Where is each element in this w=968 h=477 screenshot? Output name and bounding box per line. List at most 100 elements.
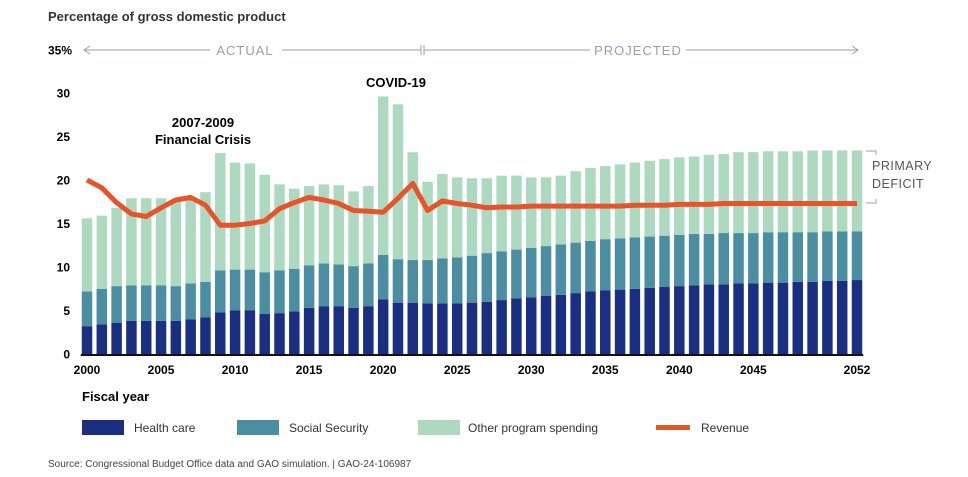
- bar-health-care: [629, 288, 641, 354]
- bar-other-program-spending: [244, 163, 256, 270]
- bar-social-security: [822, 231, 833, 281]
- bar-social-security: [777, 232, 789, 283]
- deficit-bracket: [866, 150, 877, 204]
- bar-other-program-spending: [807, 150, 818, 233]
- bar-social-security: [377, 254, 389, 300]
- bar-health-care: [748, 283, 759, 354]
- bar-other-program-spending: [348, 191, 359, 267]
- bar-other-program-spending: [451, 177, 463, 258]
- chart-title: Percentage of gross domestic product: [48, 9, 286, 24]
- bar-health-care: [525, 297, 537, 354]
- bar-social-security: [762, 232, 774, 283]
- bar-social-security: [96, 288, 108, 325]
- bar-social-security: [451, 257, 463, 304]
- bar-other-program-spending: [422, 181, 433, 261]
- bar-other-program-spending: [318, 184, 330, 264]
- bar-other-program-spending: [718, 153, 729, 234]
- bar-social-security: [170, 286, 182, 321]
- bar-social-security: [703, 233, 715, 285]
- bar-social-security: [481, 253, 493, 302]
- bar-health-care: [659, 287, 670, 354]
- bar-other-program-spending: [511, 175, 522, 250]
- bar-other-program-spending: [303, 186, 315, 266]
- bar-health-care: [644, 287, 655, 354]
- bar-other-program-spending: [170, 200, 182, 287]
- bar-health-care: [762, 282, 774, 354]
- bar-social-security: [348, 266, 359, 308]
- bar-health-care: [451, 303, 463, 354]
- bar-other-program-spending: [377, 96, 389, 255]
- bar-health-care: [392, 302, 404, 354]
- bar-health-care: [688, 285, 700, 354]
- bar-health-care: [437, 303, 448, 354]
- bar-other-program-spending: [259, 174, 270, 273]
- bar-other-program-spending: [392, 104, 404, 260]
- bar-other-program-spending: [792, 151, 804, 233]
- bar-other-program-spending: [229, 162, 241, 270]
- bar-health-care: [318, 306, 330, 354]
- bar-other-program-spending: [659, 159, 670, 236]
- bar-social-security: [140, 285, 152, 321]
- bar-social-security: [525, 247, 537, 298]
- bar-social-security: [289, 268, 300, 312]
- legend-label: Other program spending: [468, 421, 598, 435]
- bar-health-care: [540, 295, 552, 354]
- bar-other-program-spending: [466, 178, 478, 256]
- bar-health-care: [111, 322, 122, 354]
- bar-other-program-spending: [215, 153, 226, 271]
- bar-other-program-spending: [481, 178, 493, 254]
- bar-health-care: [733, 283, 744, 354]
- legend-swatch: [418, 420, 460, 435]
- x-tick-label: 2000: [74, 363, 101, 377]
- bar-other-program-spending: [496, 175, 507, 252]
- bar-social-security: [244, 269, 256, 311]
- covid-annotation: COVID-19: [366, 75, 426, 90]
- bar-other-program-spending: [674, 157, 685, 235]
- bar-social-security: [511, 249, 522, 299]
- x-tick-label: 2025: [444, 363, 471, 377]
- bar-health-care: [851, 280, 863, 354]
- bar-other-program-spending: [733, 152, 744, 234]
- y-tick-label: 30: [57, 87, 71, 101]
- bar-social-security: [392, 259, 404, 303]
- bar-social-security: [215, 270, 226, 313]
- bar-health-care: [96, 324, 108, 354]
- bar-other-program-spending: [200, 192, 211, 282]
- revenue-line: [85, 177, 857, 228]
- bar-social-security: [318, 263, 330, 307]
- bar-health-care: [674, 286, 685, 354]
- bar-health-care: [333, 306, 344, 354]
- bar-health-care: [792, 281, 804, 354]
- deficit-label-line2: DEFICIT: [872, 177, 924, 191]
- bar-other-program-spending: [96, 215, 108, 289]
- bar-health-care: [600, 290, 611, 354]
- bar-other-program-spending: [363, 186, 374, 264]
- bar-other-program-spending: [836, 150, 848, 232]
- x-tick-label: 2052: [844, 363, 871, 377]
- legend-swatch: [82, 420, 124, 435]
- bar-social-security: [748, 233, 759, 284]
- bar-health-care: [215, 312, 226, 354]
- bar-social-security: [644, 236, 655, 288]
- bar-social-security: [407, 260, 419, 303]
- bar-other-program-spending: [126, 198, 137, 286]
- legend-label: Health care: [134, 421, 196, 435]
- x-axis-label: Fiscal year: [82, 389, 149, 404]
- bar-other-program-spending: [274, 184, 285, 271]
- period-indicator: [83, 45, 859, 55]
- bar-health-care: [126, 320, 137, 354]
- legend-swatch: [656, 425, 690, 430]
- bar-other-program-spending: [525, 177, 537, 248]
- crisis-annotation-line2: Financial Crisis: [155, 132, 251, 147]
- bar-other-program-spending: [600, 166, 611, 240]
- bar-other-program-spending: [81, 218, 93, 292]
- x-tick-label: 2035: [592, 363, 619, 377]
- bar-other-program-spending: [777, 151, 789, 233]
- bar-social-security: [303, 265, 315, 308]
- bar-social-security: [155, 285, 167, 321]
- bar-health-care: [407, 302, 419, 354]
- bar-other-program-spending: [688, 156, 700, 234]
- bar-health-care: [363, 306, 374, 354]
- bar-other-program-spending: [822, 150, 833, 232]
- bar-other-program-spending: [289, 188, 300, 269]
